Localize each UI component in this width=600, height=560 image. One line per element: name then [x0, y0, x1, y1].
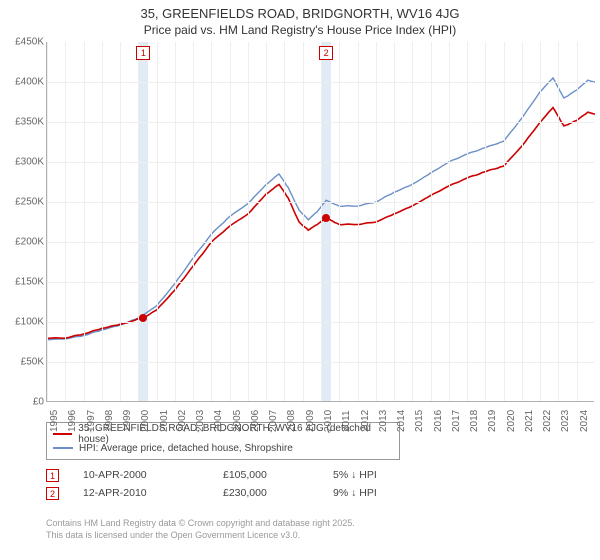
sale-marker-dot: [322, 214, 330, 222]
y-axis-label: £50K: [0, 357, 44, 368]
gridline-v: [157, 42, 158, 401]
x-axis-label: 2021: [524, 410, 535, 432]
gridline-v: [339, 42, 340, 401]
x-axis-label: 2003: [195, 410, 206, 432]
x-axis-label: 2010: [323, 410, 334, 432]
x-axis-label: 2017: [451, 410, 462, 432]
gridline-v: [449, 42, 450, 401]
y-axis-label: £150K: [0, 277, 44, 288]
x-axis-label: 2002: [177, 410, 188, 432]
legend-label-hpi: HPI: Average price, detached house, Shro…: [79, 443, 293, 454]
x-axis-label: 2024: [579, 410, 590, 432]
x-axis-label: 2013: [378, 410, 389, 432]
gridline-v: [193, 42, 194, 401]
y-axis-label: £100K: [0, 317, 44, 328]
x-axis-label: 2001: [159, 410, 170, 432]
x-axis-label: 2004: [213, 410, 224, 432]
y-axis-label: £450K: [0, 37, 44, 48]
x-axis-label: 2009: [305, 410, 316, 432]
chart-subtitle: Price paid vs. HM Land Registry's House …: [0, 23, 600, 37]
chart-area: 12: [46, 42, 594, 402]
gridline-v: [394, 42, 395, 401]
gridline-v: [467, 42, 468, 401]
sale-price: £230,000: [223, 487, 333, 499]
gridline-v: [211, 42, 212, 401]
gridline-v: [248, 42, 249, 401]
gridline-v: [431, 42, 432, 401]
gridline-v: [558, 42, 559, 401]
gridline-v: [120, 42, 121, 401]
x-axis-label: 2018: [469, 410, 480, 432]
chart-container: 35, GREENFIELDS ROAD, BRIDGNORTH, WV16 4…: [0, 0, 600, 560]
footer-line2: This data is licensed under the Open Gov…: [46, 530, 355, 542]
plot-region: 12: [46, 42, 594, 402]
sale-marker-flag: 2: [319, 46, 333, 60]
x-axis-label: 2007: [268, 410, 279, 432]
chart-title-address: 35, GREENFIELDS ROAD, BRIDGNORTH, WV16 4…: [0, 6, 600, 21]
y-axis-label: £200K: [0, 237, 44, 248]
x-axis-label: 1995: [49, 410, 60, 432]
y-axis-label: £400K: [0, 77, 44, 88]
sale-row: 1 10-APR-2000 £105,000 5% ↓ HPI: [46, 466, 433, 484]
x-axis-label: 2020: [506, 410, 517, 432]
sale-date: 12-APR-2010: [83, 487, 223, 499]
x-axis-label: 2005: [232, 410, 243, 432]
sale-delta: 9% ↓ HPI: [333, 487, 433, 499]
gridline-v: [284, 42, 285, 401]
gridline-v: [65, 42, 66, 401]
gridline-v: [138, 42, 139, 401]
gridline-v: [47, 42, 48, 401]
x-axis-label: 2000: [140, 410, 151, 432]
x-axis-label: 2012: [360, 410, 371, 432]
sale-row: 2 12-APR-2010 £230,000 9% ↓ HPI: [46, 484, 433, 502]
gridline-v: [540, 42, 541, 401]
x-axis-label: 2008: [286, 410, 297, 432]
sales-table: 1 10-APR-2000 £105,000 5% ↓ HPI 2 12-APR…: [46, 466, 433, 502]
footer-attribution: Contains HM Land Registry data © Crown c…: [46, 518, 355, 541]
gridline-v: [485, 42, 486, 401]
gridline-v: [412, 42, 413, 401]
x-axis-label: 1996: [67, 410, 78, 432]
x-axis-label: 1999: [122, 410, 133, 432]
x-axis-label: 2006: [250, 410, 261, 432]
gridline-v: [321, 42, 322, 401]
sale-marker-flag: 1: [136, 46, 150, 60]
x-axis-label: 2014: [396, 410, 407, 432]
y-axis-label: £300K: [0, 157, 44, 168]
x-axis-label: 2019: [487, 410, 498, 432]
x-axis-label: 1998: [104, 410, 115, 432]
legend-swatch-property: [53, 433, 72, 435]
y-axis-label: £350K: [0, 117, 44, 128]
sale-marker-dot: [139, 314, 147, 322]
gridline-v: [577, 42, 578, 401]
gridline-v: [230, 42, 231, 401]
gridline-v: [522, 42, 523, 401]
sale-marker-badge: 1: [46, 469, 59, 482]
sale-price: £105,000: [223, 469, 333, 481]
gridline-v: [303, 42, 304, 401]
x-axis-label: 2022: [542, 410, 553, 432]
gridline-v: [102, 42, 103, 401]
x-axis-label: 1997: [86, 410, 97, 432]
gridline-v: [504, 42, 505, 401]
x-axis-label: 2011: [341, 410, 352, 432]
title-block: 35, GREENFIELDS ROAD, BRIDGNORTH, WV16 4…: [0, 0, 600, 37]
gridline-v: [175, 42, 176, 401]
footer-line1: Contains HM Land Registry data © Crown c…: [46, 518, 355, 530]
gridline-v: [266, 42, 267, 401]
gridline-v: [358, 42, 359, 401]
sale-delta: 5% ↓ HPI: [333, 469, 433, 481]
legend-swatch-hpi: [53, 447, 73, 449]
y-axis-label: £0: [0, 397, 44, 408]
gridline-v: [376, 42, 377, 401]
x-axis-label: 2016: [433, 410, 444, 432]
y-axis-label: £250K: [0, 197, 44, 208]
sale-marker-badge: 2: [46, 487, 59, 500]
x-axis-label: 2023: [560, 410, 571, 432]
gridline-v: [84, 42, 85, 401]
x-axis-label: 2015: [414, 410, 425, 432]
sale-date: 10-APR-2000: [83, 469, 223, 481]
